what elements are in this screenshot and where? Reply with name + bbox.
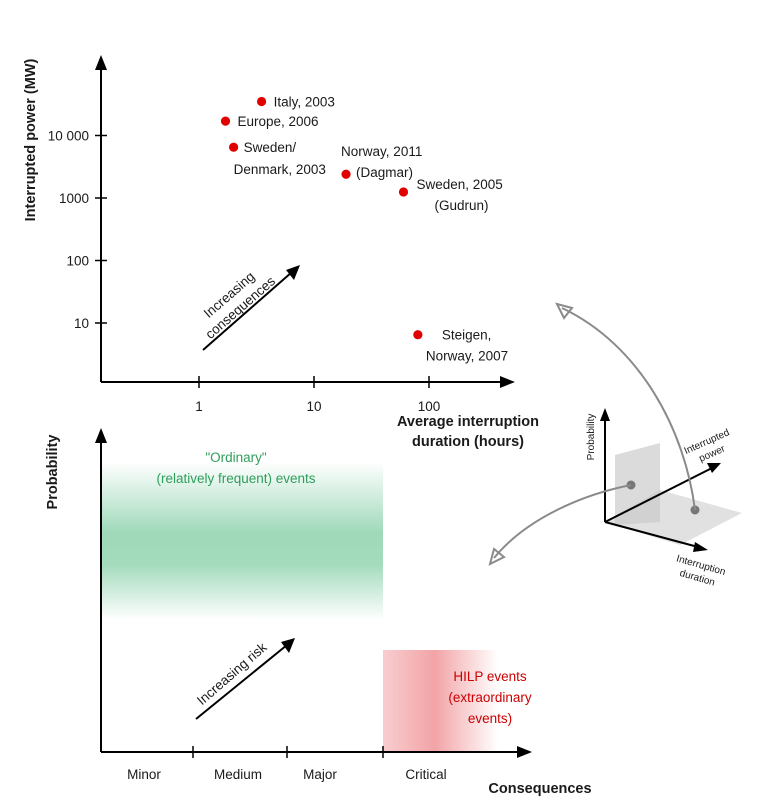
increasing-risk-arrow	[195, 644, 288, 720]
increasing-risk-label: Increasing risk	[194, 639, 270, 708]
top-x-tick-label-1: 10	[306, 399, 321, 414]
point-label-sweden-2005-line-2: (Gudrun)	[434, 198, 488, 213]
category-label-medium: Medium	[214, 767, 262, 782]
point-label-steigen-2007-line-1: Steigen,	[442, 328, 492, 343]
point-label-steigen-2007-line-2: Norway, 2007	[426, 349, 508, 364]
hilp-events-label-line-1: HILP events	[453, 669, 527, 684]
bottom-y-axis-title: Probability	[45, 435, 61, 510]
inset-probability-label: Probability	[586, 414, 597, 461]
increasing-risk-annotation: Increasing risk	[194, 638, 295, 720]
top-y-tick-label-0: 10	[74, 316, 89, 331]
inset-duration-axis	[604, 521, 699, 548]
top-x-tick-label-0: 1	[195, 399, 203, 414]
ordinary-events-label-line-2: (relatively frequent) events	[156, 471, 315, 486]
point-norway-2011	[341, 169, 351, 179]
top-y-axis-title: Interrupted power (MW)	[23, 58, 39, 221]
top-x-axis-title-line-2: duration (hours)	[412, 434, 524, 450]
top-y-tick-label-2: 1000	[59, 191, 89, 206]
point-label-sweden-denmark-2003-line-1: Sweden/	[244, 140, 297, 155]
point-sweden-2005	[398, 187, 409, 197]
top-chart: 1 10 100 10 100 1000 10 000 Italy, 2003 Europe,…	[23, 55, 539, 450]
hilp-events-region	[383, 650, 498, 752]
bottom-chart: Minor Medium Major Critical Probability Con…	[45, 428, 592, 797]
connector-bottom-arrowhead	[488, 547, 506, 566]
inset-power-axis	[604, 467, 713, 523]
point-europe-2006	[220, 116, 231, 126]
inset-3d-diagram: Probability Interrupted power Interrupti…	[488, 302, 742, 589]
connector-curve-to-top-chart	[561, 307, 696, 511]
point-label-norway-2011-line-1: Norway, 2011	[341, 144, 422, 159]
hilp-events-label-line-2: (extraordinary	[448, 690, 532, 705]
category-label-minor: Minor	[127, 767, 161, 782]
ordinary-events-region	[101, 462, 383, 620]
bottom-y-axis-arrowhead	[95, 428, 107, 443]
inset-probability-arrowhead	[600, 408, 610, 421]
ordinary-events-label-line-1: "Ordinary"	[205, 450, 267, 465]
bottom-x-axis-title: Consequences	[488, 781, 591, 797]
increasing-consequences-annotation: Increasing consequences	[201, 265, 300, 351]
point-sweden-denmark-2003	[229, 142, 239, 152]
point-steigen-2007	[413, 330, 423, 340]
point-label-italy-2003-line-1: Italy, 2003	[274, 94, 335, 109]
bottom-x-axis-arrowhead	[517, 746, 532, 758]
top-y-axis-arrowhead	[95, 55, 107, 70]
point-label-norway-2011-line-2: (Dagmar)	[356, 165, 413, 180]
top-x-axis-arrowhead	[500, 376, 515, 388]
point-label-sweden-denmark-2003-line-2: Denmark, 2003	[234, 162, 326, 177]
connector-top-arrowhead	[555, 302, 574, 320]
top-y-tick-label-1: 100	[66, 254, 89, 269]
inset-power-arrowhead	[707, 463, 721, 473]
category-label-major: Major	[303, 767, 337, 782]
connector-curve-to-bottom-chart	[493, 484, 632, 559]
top-y-tick-label-3: 10 000	[48, 129, 89, 144]
point-italy-2003	[256, 96, 267, 107]
hilp-events-label-line-3: events)	[468, 711, 512, 726]
increasing-risk-arrowhead	[281, 638, 295, 653]
point-label-sweden-2005-line-1: Sweden, 2005	[416, 177, 502, 192]
top-x-axis-title-line-1: Average interruption	[397, 414, 539, 430]
increasing-consequences-arrowhead	[286, 265, 300, 280]
increasing-consequences-arrow	[202, 271, 293, 351]
category-label-critical: Critical	[405, 767, 446, 782]
top-x-tick-label-2: 100	[418, 399, 441, 414]
point-label-europe-2006-line-1: Europe, 2006	[238, 114, 319, 129]
inset-duration-arrowhead	[693, 542, 708, 552]
